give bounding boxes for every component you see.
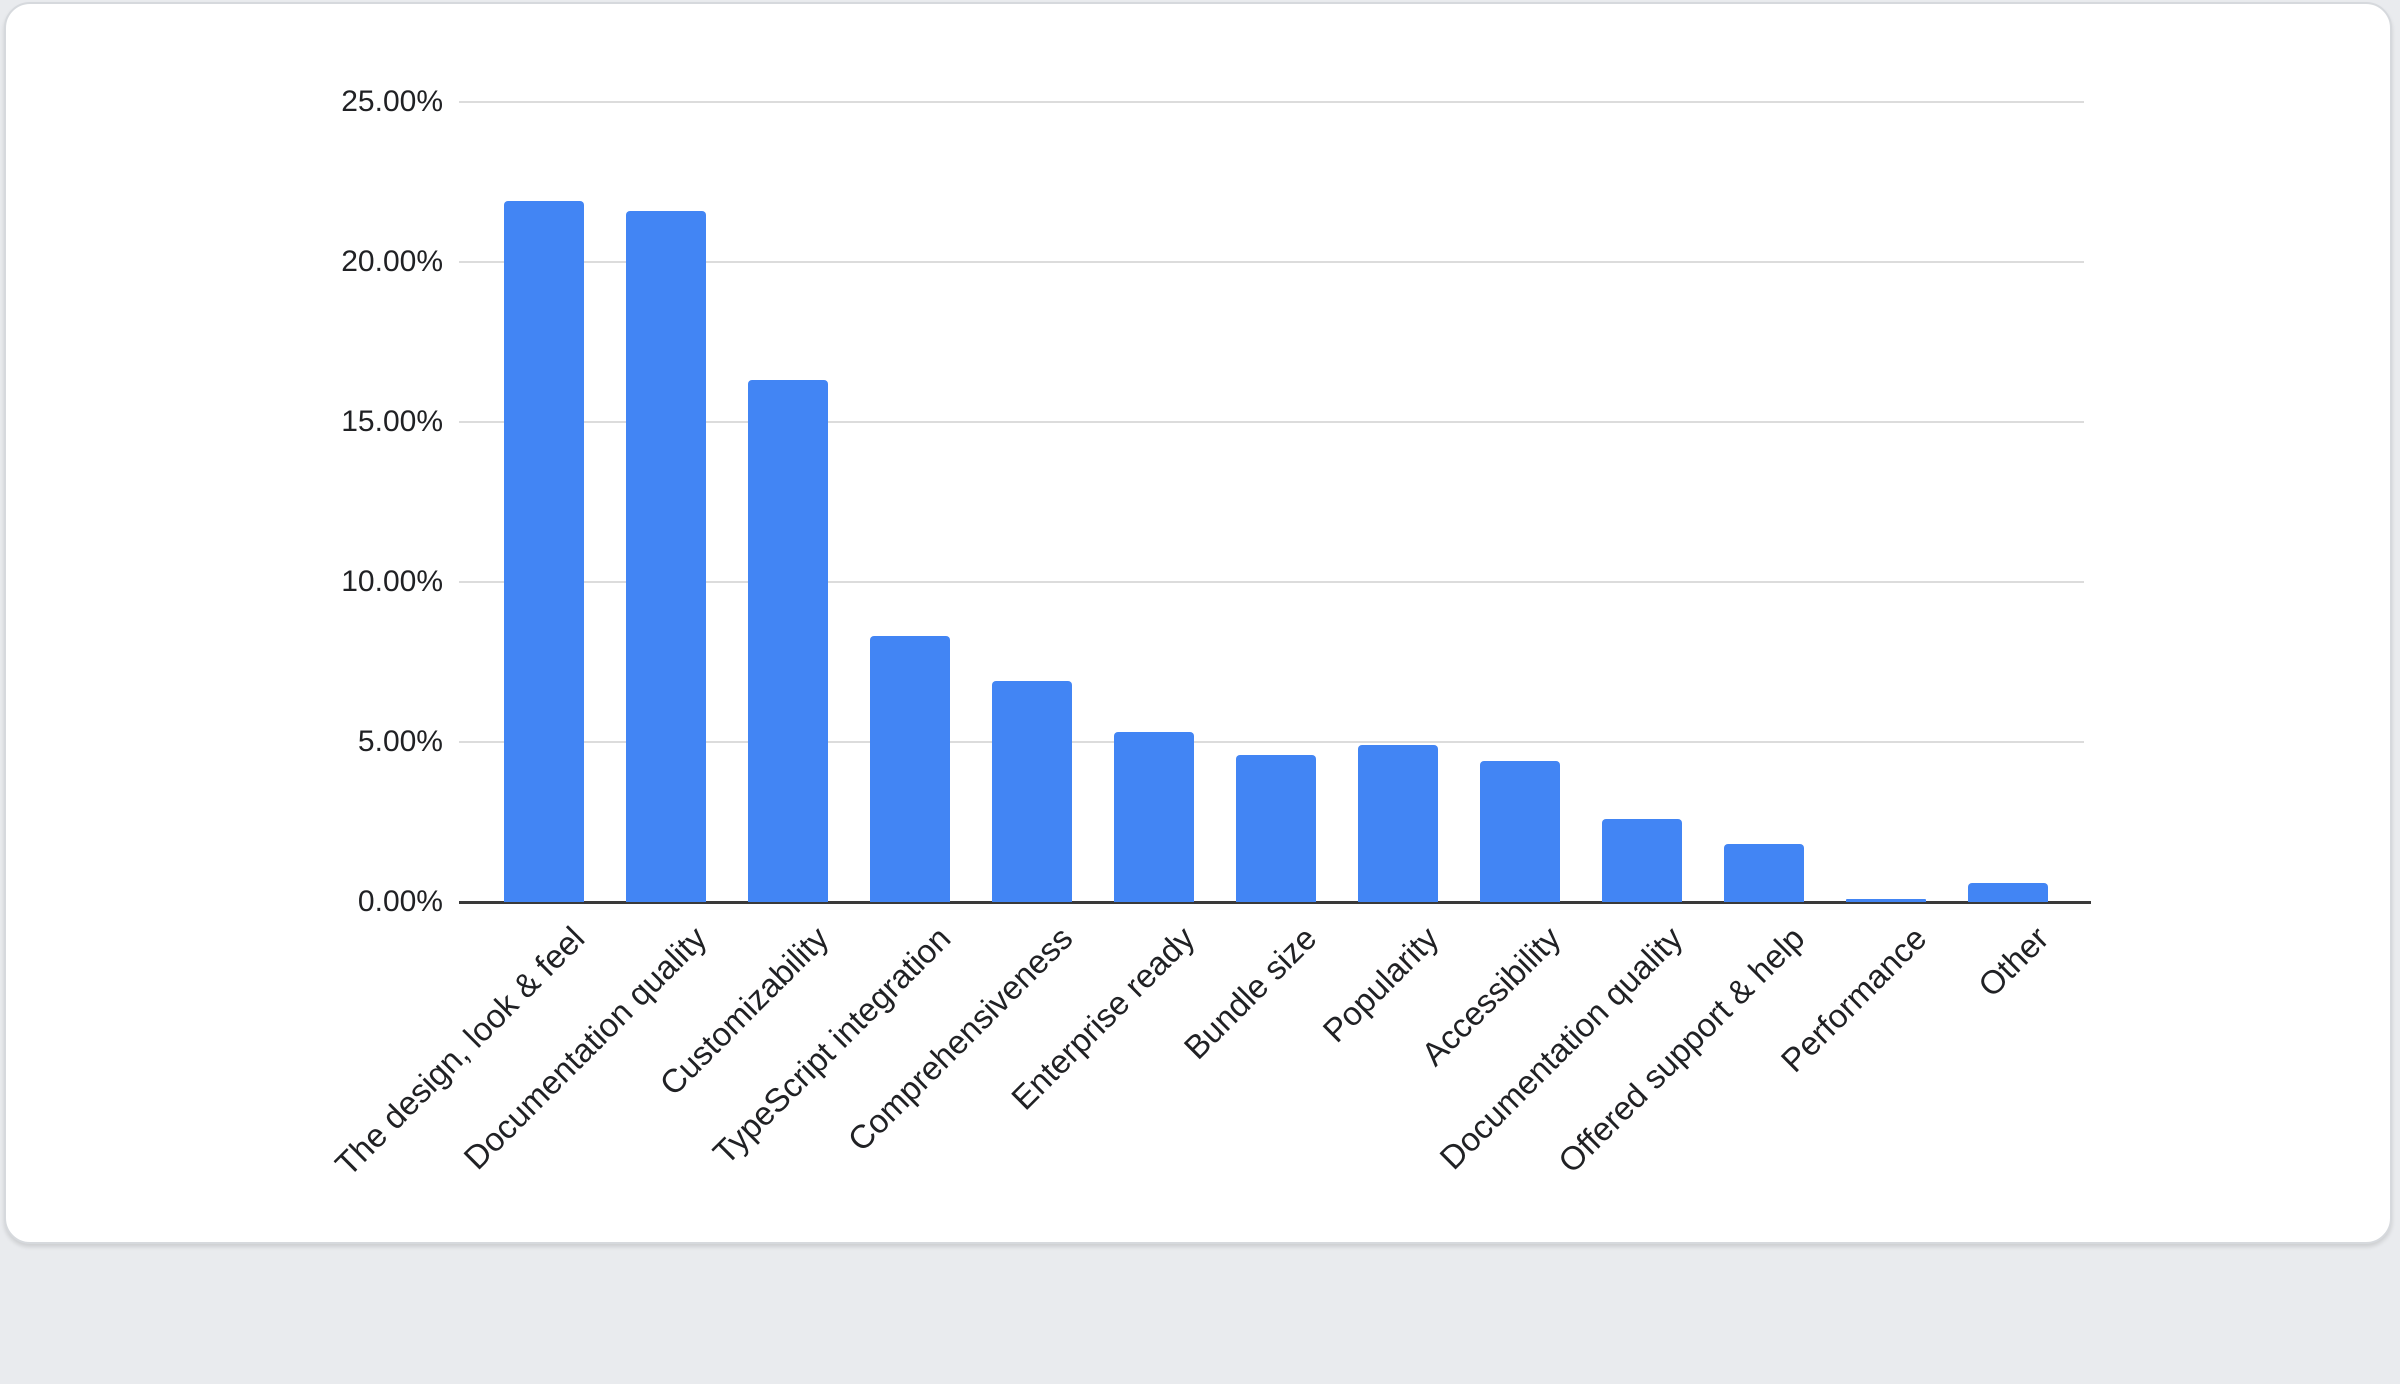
bar-popularity-7[interactable] xyxy=(1358,745,1438,902)
bar-accessibility-8[interactable] xyxy=(1480,761,1560,902)
x-tick-label: Offered support & help xyxy=(1550,919,1812,1180)
y-tick-label: 20.00% xyxy=(341,245,443,278)
y-tick-label: 25.00% xyxy=(341,85,443,118)
gridline-20 xyxy=(459,261,2084,263)
bar-enterprise-ready-5[interactable] xyxy=(1114,732,1194,902)
x-tick-label: Performance xyxy=(1773,919,1934,1080)
x-tick-label: TypeScript integration xyxy=(705,919,958,1172)
x-tick-label: Documentation quality xyxy=(456,919,714,1177)
y-tick-label: 5.00% xyxy=(357,725,443,758)
gridline-5 xyxy=(459,741,2084,743)
bar-comprehensiveness-4[interactable] xyxy=(992,681,1072,902)
bar-chart: 25.00% 20.00% 15.00% 10.00% 5.00% 0.00% The de… xyxy=(6,4,2390,1242)
x-tick-label: Customizability xyxy=(652,919,836,1103)
gridline-15 xyxy=(459,421,2084,423)
chart-card: 25.00% 20.00% 15.00% 10.00% 5.00% 0.00% The de… xyxy=(4,2,2392,1244)
bar-customizability-2[interactable] xyxy=(748,380,828,902)
y-tick-label: 15.00% xyxy=(341,405,443,438)
bar-other-12[interactable] xyxy=(1968,883,2048,902)
bar-documentation-quality-1[interactable] xyxy=(626,211,706,902)
x-tick-label: Bundle size xyxy=(1176,919,1324,1067)
bar-typescript-integration-3[interactable] xyxy=(870,636,950,902)
x-tick-label: Comprehensiveness xyxy=(840,919,1080,1159)
x-tick-label: Popularity xyxy=(1315,919,1446,1050)
y-tick-label: 0.00% xyxy=(357,885,443,918)
bar-performance-11[interactable] xyxy=(1846,899,1926,902)
bar-documentation-quality-9[interactable] xyxy=(1602,819,1682,902)
x-tick-label: The design, look & feel xyxy=(327,919,592,1183)
x-tick-label: Accessibility xyxy=(1414,919,1568,1073)
x-tick-label: Documentation quality xyxy=(1432,919,1690,1177)
bar-the-design-look-feel-0[interactable] xyxy=(504,201,584,902)
bar-bundle-size-6[interactable] xyxy=(1236,755,1316,902)
gridline-10 xyxy=(459,581,2084,583)
gridline-25 xyxy=(459,101,2084,103)
x-tick-label: Enterprise ready xyxy=(1004,919,1202,1117)
x-axis-line xyxy=(459,901,2091,904)
bar-offered-support-help-10[interactable] xyxy=(1724,844,1804,902)
y-tick-label: 10.00% xyxy=(341,565,443,598)
x-tick-label: Other xyxy=(1970,919,2056,1004)
